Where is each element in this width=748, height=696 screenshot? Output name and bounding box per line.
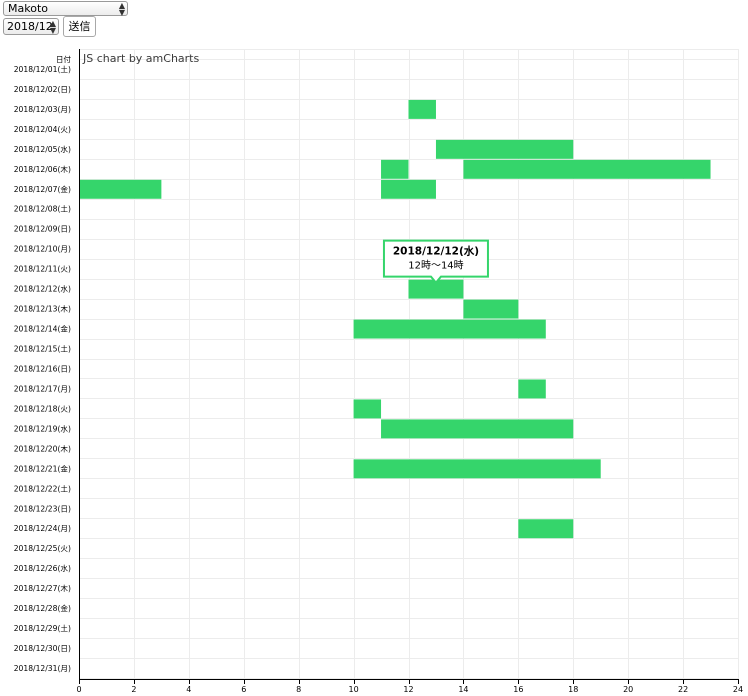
y-tick-label: 2018/12/11(火): [14, 265, 71, 274]
bar: [463, 299, 519, 319]
y-tick-label: 2018/12/08(土): [14, 204, 71, 214]
bar: [381, 159, 409, 179]
bar: [408, 279, 464, 299]
y-tick-label: 2018/12/09(日): [14, 225, 71, 234]
y-tick-label: 2018/12/02(日): [14, 85, 71, 94]
y-tick-label: 2018/12/23(日): [14, 504, 71, 513]
bar: [435, 139, 574, 159]
y-tick-label: 2018/12/01(土): [14, 64, 71, 74]
bar: [518, 519, 574, 539]
y-tick-label: 2018/12/12(水): [14, 284, 71, 294]
y-tick-label: 2018/12/14(金): [14, 324, 71, 334]
x-tick-label: 14: [458, 685, 468, 694]
y-tick-label: 2018/12/17(月): [14, 384, 71, 393]
y-tick-label: 2018/12/22(土): [14, 483, 71, 493]
bar: [353, 319, 546, 339]
y-tick-label: 2018/12/03(月): [14, 105, 71, 114]
bar: [353, 399, 382, 419]
y-tick-label: 2018/12/07(金): [14, 184, 71, 194]
y-tick-label: 2018/12/18(火): [14, 404, 71, 413]
y-tick-label: 2018/12/13(木): [14, 304, 71, 314]
x-tick-label: 18: [568, 685, 578, 694]
tooltip-text: 12時〜14時: [408, 260, 463, 272]
x-tick-label: 6: [241, 685, 246, 694]
chart-credit[interactable]: JS chart by amCharts: [82, 52, 199, 65]
y-tick-label: 2018/12/05(水): [14, 144, 71, 154]
user-select[interactable]: Makoto ▲ ▼: [3, 1, 128, 17]
bar: [381, 179, 436, 199]
x-tick-label: 22: [678, 685, 688, 694]
x-tick-label: 20: [623, 685, 633, 694]
y-tick-label: 2018/12/29(土): [14, 623, 71, 633]
y-tick-label: 2018/12/10(月): [14, 245, 71, 254]
y-tick-label: 2018/12/04(火): [14, 125, 71, 134]
y-tick-label: 2018/12/30(日): [14, 644, 71, 653]
y-tick-label: 2018/12/31(月): [14, 664, 71, 673]
select-arrows-icon: ▲ ▼: [118, 1, 125, 17]
y-tick-label: 2018/12/20(木): [14, 443, 71, 453]
y-tick-label: 2018/12/15(土): [14, 344, 71, 354]
bar: [408, 99, 436, 119]
axes: 2018/12/01(土) 2018/12/02(日) 2018/12/03(月) 2…: [14, 49, 743, 694]
y-tick-label: 2018/12/24(月): [14, 524, 71, 533]
bar: [353, 459, 601, 479]
x-tick-label: 4: [186, 685, 191, 694]
y-tick-label: 2018/12/21(金): [14, 463, 71, 473]
bar: [79, 179, 162, 199]
y-tick-label: 2018/12/25(火): [14, 544, 71, 553]
x-tick-label: 8: [296, 685, 301, 694]
submit-button[interactable]: 送信: [63, 16, 96, 37]
user-select-value: Makoto: [8, 2, 48, 15]
grid: [79, 49, 739, 679]
x-tick-label: 2: [131, 685, 136, 694]
tooltip-box: [382, 239, 489, 285]
bars: [79, 99, 711, 539]
x-tick-label: 12: [403, 685, 413, 694]
tooltip: 2018/12/12(水) 12時〜14時: [382, 239, 489, 285]
y-tick-label: 2018/12/28(金): [14, 603, 71, 613]
bar: [463, 159, 711, 179]
y-tick-label: 2018/12/19(水): [14, 423, 71, 433]
x-tick-label: 16: [513, 685, 523, 694]
x-tick-label: 10: [348, 685, 358, 694]
x-tick-label: 0: [76, 685, 81, 694]
month-select-value: 2018/12: [7, 20, 53, 33]
select-arrows-icon: ▲ ▼: [49, 19, 56, 35]
y-tick-label: 2018/12/06(木): [14, 164, 71, 174]
y-tick-label: 2018/12/27(木): [14, 583, 71, 593]
x-tick-label: 24: [733, 685, 743, 694]
y-tick-label: 2018/12/26(水): [14, 563, 71, 573]
bar: [381, 419, 574, 439]
tooltip-title: 2018/12/12(水): [393, 245, 479, 258]
y-axis-label: 日付: [56, 54, 72, 64]
bar: [518, 379, 546, 399]
y-tick-label: 2018/12/16(日): [14, 364, 71, 373]
month-select[interactable]: 2018/12 ▲ ▼: [3, 18, 59, 35]
